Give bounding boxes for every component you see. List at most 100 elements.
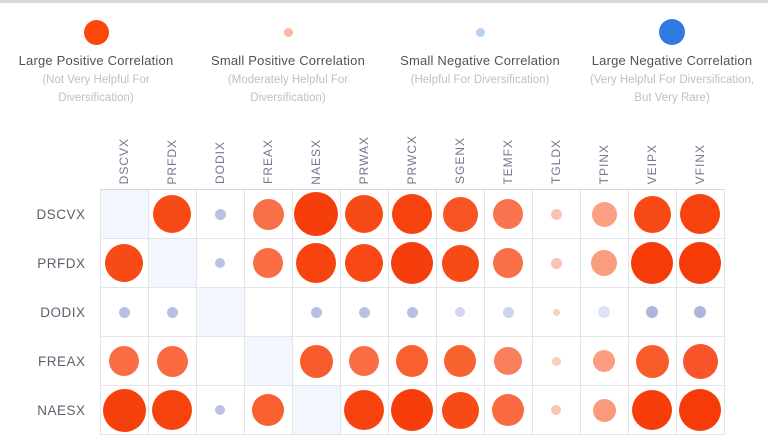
matrix-cell-freax-veipx[interactable] [628, 337, 676, 386]
legend-label: Small Negative Correlation [384, 53, 576, 68]
column-header-label: VFINX [693, 136, 707, 184]
matrix-cell-dscvx-dscvx[interactable] [100, 190, 148, 239]
correlation-bubble [551, 209, 562, 220]
matrix-cell-naesx-prwcx[interactable] [388, 386, 436, 435]
matrix-cell-naesx-tpinx[interactable] [580, 386, 628, 435]
matrix-cell-dscvx-vfinx[interactable] [676, 190, 724, 239]
matrix-cell-freax-prwax[interactable] [340, 337, 388, 386]
top-border [0, 0, 768, 3]
matrix-cell-dscvx-naesx[interactable] [292, 190, 340, 239]
matrix-cell-prfdx-freax[interactable] [244, 239, 292, 288]
correlation-bubble [683, 344, 718, 379]
matrix-cell-dodix-veipx[interactable] [628, 288, 676, 337]
matrix-cell-prfdx-vfinx[interactable] [676, 239, 724, 288]
matrix-cell-dscvx-prfdx[interactable] [148, 190, 196, 239]
matrix-cell-naesx-sgenx[interactable] [436, 386, 484, 435]
legend-item-large-positive: Large Positive Correlation(Not Very Help… [0, 18, 192, 108]
matrix-cell-dscvx-prwax[interactable] [340, 190, 388, 239]
column-header-row: DSCVXPRFDXDODIXFREAXNAESXPRWAXPRWCXSGENX… [0, 116, 724, 190]
legend-sublabel: (Moderately Helpful For Diversification) [192, 71, 384, 108]
matrix-cell-dscvx-tpinx[interactable] [580, 190, 628, 239]
matrix-cell-dscvx-tgldx[interactable] [532, 190, 580, 239]
correlation-bubble [391, 242, 433, 284]
matrix-cell-prfdx-temfx[interactable] [484, 239, 532, 288]
matrix-cell-freax-dodix[interactable] [196, 337, 244, 386]
matrix-cell-freax-naesx[interactable] [292, 337, 340, 386]
correlation-bubble [551, 258, 562, 269]
matrix-cell-prfdx-dscvx[interactable] [100, 239, 148, 288]
matrix-cell-freax-tpinx[interactable] [580, 337, 628, 386]
matrix-cell-prfdx-tpinx[interactable] [580, 239, 628, 288]
matrix-cell-dscvx-temfx[interactable] [484, 190, 532, 239]
correlation-bubble [551, 405, 561, 415]
matrix-cell-prfdx-tgldx[interactable] [532, 239, 580, 288]
matrix-cell-dodix-tpinx[interactable] [580, 288, 628, 337]
matrix-cell-prfdx-sgenx[interactable] [436, 239, 484, 288]
matrix-cell-prfdx-veipx[interactable] [628, 239, 676, 288]
matrix-cell-dscvx-prwcx[interactable] [388, 190, 436, 239]
column-header-label: NAESX [309, 131, 323, 185]
matrix-cell-dodix-dscvx[interactable] [100, 288, 148, 337]
correlation-bubble [167, 307, 178, 318]
correlation-bubble [593, 399, 616, 422]
matrix-cell-naesx-dscvx[interactable] [100, 386, 148, 435]
correlation-bubble [119, 307, 130, 318]
column-header-label: DODIX [213, 133, 227, 184]
matrix-cell-dscvx-sgenx[interactable] [436, 190, 484, 239]
matrix-cell-prfdx-dodix[interactable] [196, 239, 244, 288]
column-header-temfx: TEMFX [484, 116, 532, 190]
matrix-cell-naesx-temfx[interactable] [484, 386, 532, 435]
matrix-cell-naesx-vfinx[interactable] [676, 386, 724, 435]
matrix-cell-naesx-dodix[interactable] [196, 386, 244, 435]
matrix-cell-prfdx-prfdx[interactable] [148, 239, 196, 288]
matrix-cell-naesx-veipx[interactable] [628, 386, 676, 435]
correlation-bubble [391, 389, 433, 431]
legend-label: Large Negative Correlation [576, 53, 768, 68]
column-header-prwcx: PRWCX [388, 116, 436, 190]
correlation-bubble [396, 345, 428, 377]
matrix-cell-dodix-prwax[interactable] [340, 288, 388, 337]
correlation-bubble [215, 209, 226, 220]
matrix-cell-naesx-prfdx[interactable] [148, 386, 196, 435]
legend-circle-box [576, 18, 768, 46]
matrix-cell-dscvx-dodix[interactable] [196, 190, 244, 239]
matrix-cell-freax-temfx[interactable] [484, 337, 532, 386]
matrix-cell-dodix-sgenx[interactable] [436, 288, 484, 337]
matrix-row-prfdx: PRFDX [0, 239, 724, 288]
matrix-cell-prfdx-naesx[interactable] [292, 239, 340, 288]
correlation-bubble [694, 306, 706, 318]
column-header-label: FREAX [261, 131, 275, 184]
matrix-cell-freax-prfdx[interactable] [148, 337, 196, 386]
small-negative-circle-icon [476, 28, 485, 37]
matrix-cell-dodix-vfinx[interactable] [676, 288, 724, 337]
matrix-cell-dodix-prfdx[interactable] [148, 288, 196, 337]
matrix-cell-dodix-tgldx[interactable] [532, 288, 580, 337]
matrix-cell-freax-dscvx[interactable] [100, 337, 148, 386]
matrix-cell-naesx-freax[interactable] [244, 386, 292, 435]
correlation-bubble [300, 345, 333, 378]
matrix-cell-prfdx-prwcx[interactable] [388, 239, 436, 288]
matrix-cell-dodix-prwcx[interactable] [388, 288, 436, 337]
column-header-dodix: DODIX [196, 116, 244, 190]
correlation-bubble [552, 357, 561, 366]
matrix-corner [0, 116, 100, 190]
correlation-matrix: DSCVXPRFDXDODIXFREAXNAESXPRWAXPRWCXSGENX… [0, 116, 725, 436]
matrix-cell-freax-tgldx[interactable] [532, 337, 580, 386]
matrix-cell-freax-prwcx[interactable] [388, 337, 436, 386]
matrix-cell-naesx-tgldx[interactable] [532, 386, 580, 435]
matrix-cell-dodix-temfx[interactable] [484, 288, 532, 337]
matrix-cell-prfdx-prwax[interactable] [340, 239, 388, 288]
matrix-cell-dodix-freax[interactable] [244, 288, 292, 337]
matrix-cell-dscvx-freax[interactable] [244, 190, 292, 239]
matrix-cell-naesx-naesx[interactable] [292, 386, 340, 435]
matrix-cell-freax-sgenx[interactable] [436, 337, 484, 386]
matrix-cell-freax-freax[interactable] [244, 337, 292, 386]
matrix-cell-naesx-prwax[interactable] [340, 386, 388, 435]
matrix-cell-dodix-naesx[interactable] [292, 288, 340, 337]
matrix-cell-dodix-dodix[interactable] [196, 288, 244, 337]
correlation-bubble [344, 390, 384, 430]
correlation-bubble [593, 350, 615, 372]
matrix-cell-freax-vfinx[interactable] [676, 337, 724, 386]
row-label-prfdx: PRFDX [0, 239, 100, 288]
matrix-cell-dscvx-veipx[interactable] [628, 190, 676, 239]
